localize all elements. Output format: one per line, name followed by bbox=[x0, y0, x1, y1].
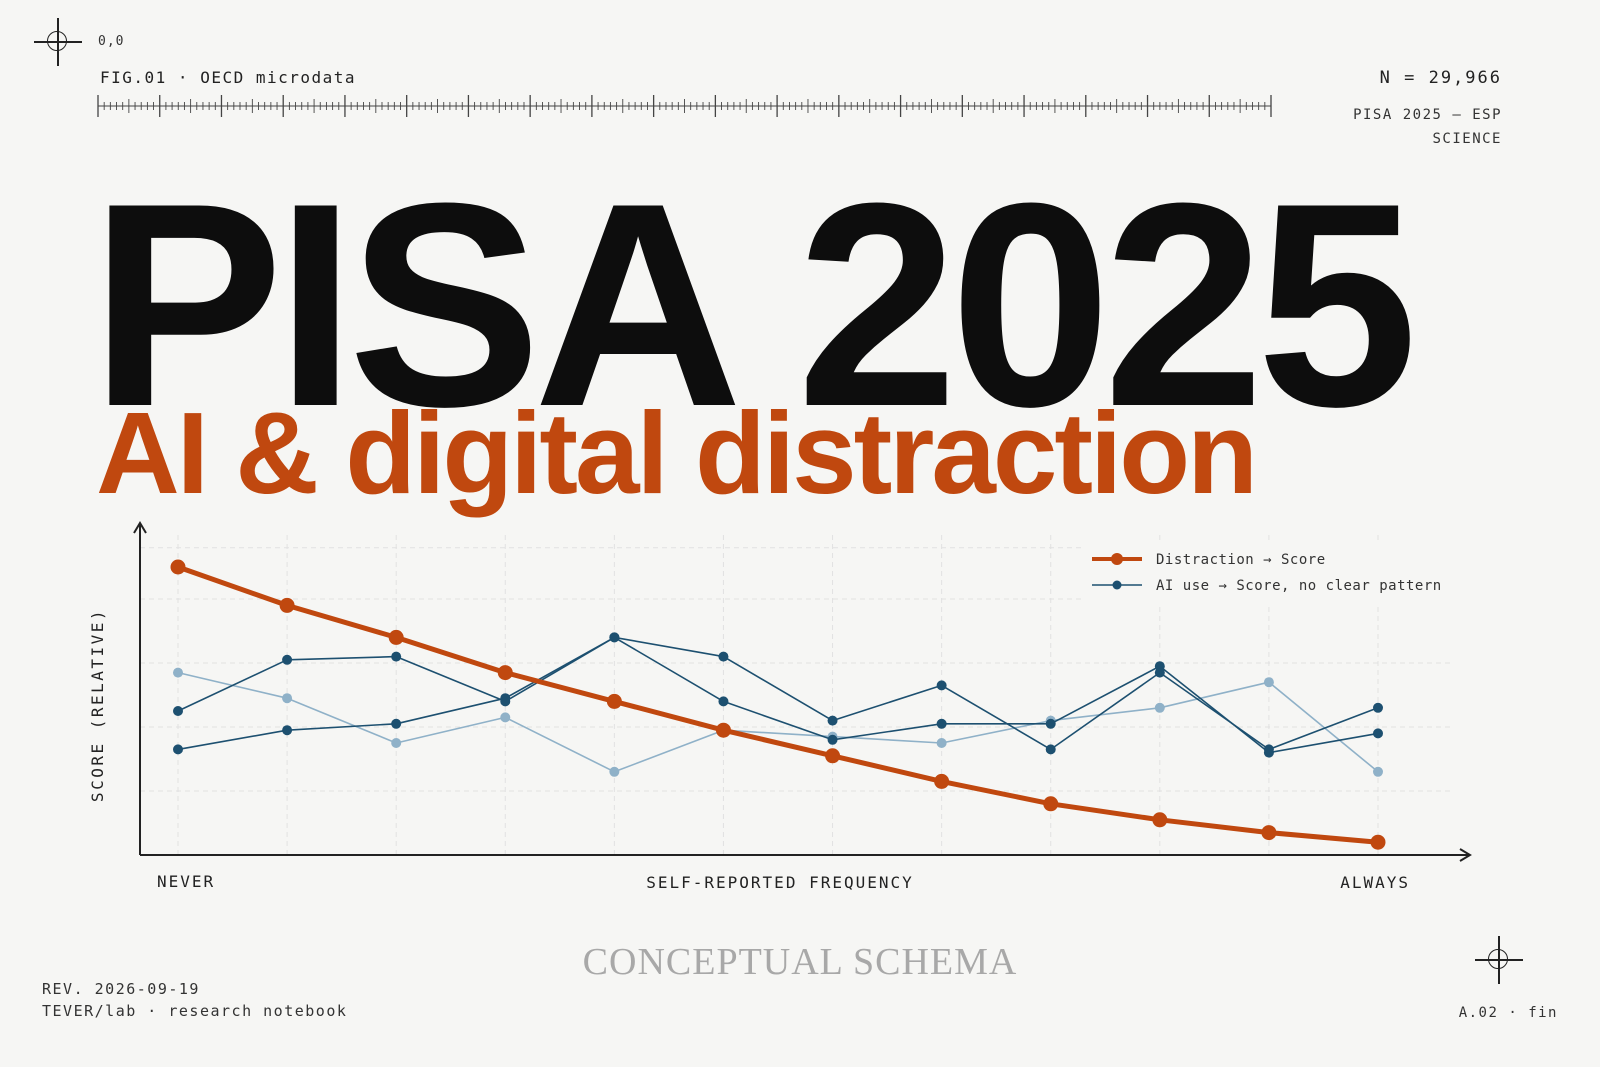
data-point-distraction bbox=[1152, 812, 1168, 828]
data-point-ai-use bbox=[827, 734, 838, 745]
data-point-ai-use bbox=[1373, 728, 1383, 739]
data-point-ai-use bbox=[173, 667, 183, 678]
data-point-ai-use bbox=[609, 632, 620, 643]
data-point-ai-use bbox=[718, 696, 729, 707]
x-axis-label: SELF-REPORTED FREQUENCY bbox=[646, 873, 914, 892]
y-axis-label: SCORE (RELATIVE) bbox=[88, 608, 107, 802]
data-point-ai-use bbox=[1154, 667, 1165, 678]
x-axis-arrow-icon bbox=[1459, 848, 1472, 862]
series-line-ai-use bbox=[177, 636, 1379, 754]
data-point-ai-use bbox=[827, 715, 838, 726]
data-point-distraction bbox=[170, 559, 186, 575]
sample-size-label: N = 29,966 bbox=[1379, 68, 1502, 88]
data-point-ai-use bbox=[391, 738, 402, 748]
data-point-ai-use bbox=[936, 718, 947, 729]
ruler-scale bbox=[97, 95, 1272, 117]
page-ref-label: A.02 · fin bbox=[1458, 1005, 1558, 1021]
revision-label: REV. 2026-09-19 bbox=[42, 980, 200, 998]
data-point-ai-use bbox=[391, 651, 402, 662]
data-point-distraction bbox=[279, 597, 295, 613]
data-point-distraction bbox=[1261, 825, 1277, 841]
data-point-distraction bbox=[497, 665, 513, 681]
data-point-ai-use bbox=[718, 651, 729, 662]
data-point-ai-use bbox=[391, 718, 402, 729]
lab-label: TEVER/lab · research notebook bbox=[42, 1002, 348, 1020]
data-point-ai-use bbox=[1263, 677, 1274, 688]
data-point-distraction bbox=[606, 693, 622, 709]
legend-marker-distraction bbox=[1111, 553, 1123, 565]
data-point-distraction bbox=[715, 722, 731, 738]
study-label: PISA 2025 — ESP bbox=[1353, 107, 1502, 123]
data-point-ai-use bbox=[1154, 702, 1165, 713]
data-point-ai-use bbox=[173, 744, 183, 755]
data-point-ai-use bbox=[936, 680, 947, 691]
data-point-ai-use bbox=[500, 696, 511, 707]
line-chart: SCORE (RELATIVE) SELF-REPORTED FREQUENCY N… bbox=[88, 521, 1472, 892]
data-point-distraction bbox=[825, 748, 841, 764]
page-title: PISA 2025 bbox=[90, 143, 1418, 467]
data-point-ai-use bbox=[1263, 744, 1274, 755]
origin-label: 0,0 bbox=[98, 34, 125, 49]
data-point-distraction bbox=[934, 773, 950, 789]
y-axis-arrow-icon bbox=[133, 521, 147, 534]
legend-background bbox=[1082, 541, 1472, 603]
data-point-distraction bbox=[1370, 834, 1386, 850]
legend-label-ai-use: AI use → Score, no clear pattern bbox=[1156, 578, 1442, 594]
crosshair-top-left-icon bbox=[34, 18, 82, 66]
data-point-ai-use bbox=[1045, 744, 1056, 755]
page-subtitle: AI & digital distraction bbox=[96, 388, 1258, 518]
legend-label-distraction: Distraction → Score bbox=[1156, 552, 1326, 568]
crosshair-bottom-right-icon bbox=[1475, 936, 1523, 984]
data-point-ai-use bbox=[1373, 766, 1383, 777]
subject-label: SCIENCE bbox=[1432, 131, 1502, 147]
series-line-ai-use bbox=[177, 636, 1379, 751]
data-point-distraction bbox=[1043, 796, 1059, 812]
x-tick-label-never: NEVER bbox=[157, 872, 215, 891]
schema-label: CONCEPTUAL SCHEMA bbox=[582, 941, 1018, 983]
legend-marker-ai-use bbox=[1112, 580, 1122, 590]
data-point-ai-use bbox=[1373, 702, 1383, 713]
data-point-ai-use bbox=[282, 693, 293, 704]
data-point-distraction bbox=[388, 629, 404, 645]
data-point-ai-use bbox=[282, 654, 293, 665]
series-line-ai-use bbox=[177, 671, 1379, 773]
series-line-distraction bbox=[175, 564, 1381, 845]
data-point-ai-use bbox=[609, 766, 620, 777]
x-tick-label-always: ALWAYS bbox=[1340, 873, 1410, 892]
data-point-ai-use bbox=[282, 725, 293, 736]
data-point-ai-use bbox=[1045, 718, 1056, 729]
data-point-ai-use bbox=[936, 738, 947, 748]
data-point-ai-use bbox=[173, 706, 183, 716]
figure-label: FIG.01 · OECD microdata bbox=[100, 68, 357, 87]
data-point-ai-use bbox=[500, 712, 511, 723]
